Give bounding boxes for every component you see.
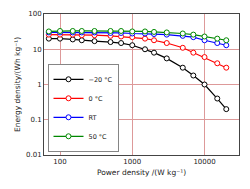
svg-text:−20 °C: −20 °C (89, 76, 113, 84)
svg-text:50 °C: 50 °C (89, 133, 108, 141)
svg-text:Power density /(W kg⁻¹): Power density /(W kg⁻¹) (97, 168, 186, 177)
svg-text:Energy density/(Wh kg⁻¹): Energy density/(Wh kg⁻¹) (13, 37, 22, 132)
svg-text:10000: 10000 (193, 158, 215, 166)
svg-text:0.1: 0.1 (30, 116, 41, 124)
svg-text:0 °C: 0 °C (89, 95, 103, 103)
svg-text:10: 10 (33, 46, 42, 54)
svg-text:100: 100 (28, 10, 41, 18)
svg-text:100: 100 (53, 158, 66, 166)
svg-text:1000: 1000 (123, 158, 141, 166)
svg-text:RT: RT (89, 114, 97, 122)
svg-text:0.01: 0.01 (26, 151, 42, 159)
svg-text:1: 1 (37, 81, 41, 89)
